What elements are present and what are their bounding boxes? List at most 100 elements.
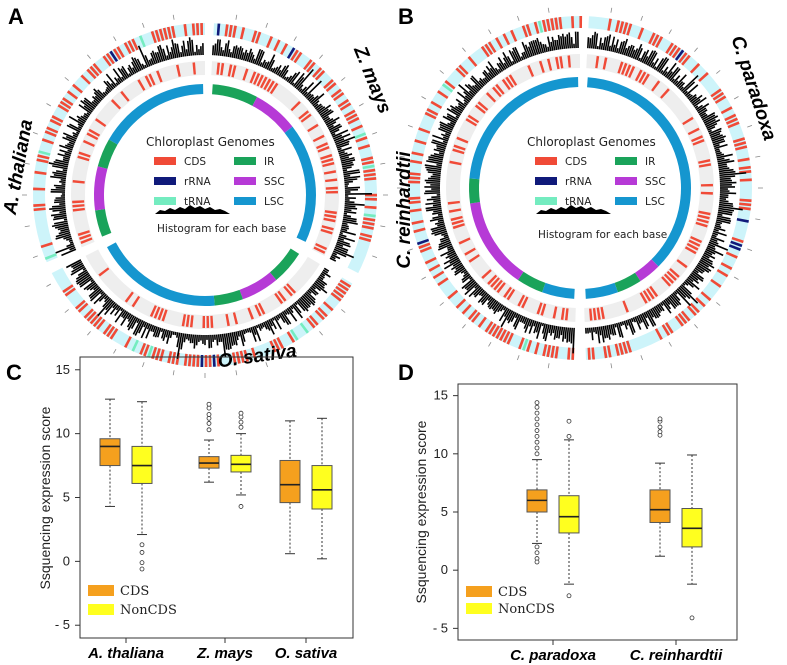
circos-a-legend-swatch-cds (154, 157, 176, 165)
circos-a-axis-tick (341, 309, 346, 313)
circos-a-feature-tick (251, 30, 258, 43)
boxplot-c-outlier (139, 566, 145, 572)
circos-b-feature-tick (447, 289, 459, 300)
circos-b-feature-tick (506, 332, 514, 345)
circos-b-inner-feature (458, 237, 471, 245)
circos-b-feature-tick (419, 246, 432, 253)
circos-b-feature-tick (426, 108, 439, 116)
circos-b-feature-tick (651, 34, 660, 47)
circos-b-inner-feature (624, 64, 632, 77)
circos-a-inner-feature (216, 62, 221, 75)
panel-label-a: A (8, 4, 24, 29)
circos-a-axis-tick (172, 370, 175, 376)
boxplot-c-ytick-label: 15 (56, 362, 70, 377)
circos-a-feature-tick (361, 224, 374, 230)
circos-a-feature-tick (154, 29, 161, 42)
circos-a-axis-tick (265, 362, 268, 368)
circos-a-feature-tick (143, 344, 150, 357)
boxplot-d-outlier (534, 433, 540, 439)
boxplot-c-outlier (238, 410, 244, 416)
circos-a-feature-tick (72, 83, 83, 94)
boxplot-d-outlier (657, 416, 663, 422)
circos-b-feature-tick (591, 347, 595, 360)
circos-b-feature-tick (689, 63, 701, 74)
circos-a-inner-feature (247, 307, 254, 320)
circos-b-feature-tick (480, 45, 490, 58)
circos-b-feature-tick (411, 151, 424, 157)
circos-b-feature-tick (654, 328, 663, 341)
circos-b-inner-feature (589, 308, 593, 321)
circos-b-inner-feature (687, 127, 700, 136)
circos-a-feature-tick (34, 170, 47, 175)
legend-d-cds-swatch (466, 586, 492, 597)
circos-b-feature-tick (408, 172, 421, 176)
circos-b-feature-tick (428, 263, 441, 272)
circos-b-feature-tick (712, 91, 725, 101)
circos-a-region-ssc-4 (239, 272, 277, 300)
circos-b-inner-feature (698, 158, 711, 164)
circos-b-gap-1 (573, 272, 587, 369)
circos-a-inner-feature (157, 308, 165, 321)
circos-a-feature-tick (216, 23, 221, 36)
circos-a-feature-tick (228, 24, 233, 38)
circos-a-feature-tick (363, 217, 376, 222)
circos-a-inner-feature (210, 315, 214, 328)
circos-a-feature-tick (57, 104, 70, 113)
circos-b-axis-tick (439, 70, 444, 74)
circos-b-inner-feature (690, 236, 703, 244)
circos-b-feature-tick (648, 32, 656, 45)
circos-b-inner-feature (698, 163, 712, 168)
legend-c-cds-swatch (88, 585, 114, 596)
circos-a-feature-tick (364, 205, 377, 210)
circos-a-feature-tick (280, 43, 289, 55)
boxplot-d-outlier (566, 418, 572, 424)
circos-b-region-lsc-3 (585, 282, 618, 299)
circos-a-legend-label-trna: tRNA (184, 196, 211, 208)
circos-a-inner-feature (263, 78, 272, 91)
circos-b-feature-tick (525, 23, 532, 37)
circos-b-feature-tick (409, 159, 423, 165)
boxplot-c-ytick-label: 5 (63, 490, 70, 505)
circos-b-feature-tick (714, 95, 727, 104)
circos-a-axis-tick (87, 54, 91, 59)
circos-plot-a (22, 14, 388, 378)
circos-a-inner-feature (124, 291, 134, 303)
circos-b-feature-tick (521, 25, 529, 38)
boxplot-c-ytick-label: - 5 (55, 617, 70, 632)
circos-b-feature-tick (626, 23, 633, 36)
circos-a-inner-feature (232, 312, 239, 325)
circos-b-feature-tick (510, 29, 518, 42)
circos-a-feature-tick (359, 232, 373, 239)
circos-a-feature-tick (59, 100, 72, 110)
circos-b-region-ssc-6 (470, 202, 524, 281)
circos-a-inner-feature (259, 76, 268, 89)
circos-a-inner-feature (156, 70, 163, 83)
circos-a-inner-feature (325, 190, 338, 194)
circos-a-feature-tick (363, 213, 376, 218)
boxplot-c-outlier (206, 401, 212, 407)
circos-a-feature-tick (44, 130, 57, 138)
boxplot-c-xtick-label-1: Z. mays (196, 645, 253, 662)
circos-a-feature-tick (92, 63, 103, 74)
circos-b-feature-tick (739, 198, 752, 203)
circos-b-feature-tick (502, 330, 511, 343)
circos-a-feature-tick (286, 47, 296, 59)
circos-a-inner-feature (286, 283, 297, 294)
circos-b-region-ssc-1 (635, 259, 659, 282)
circos-a-feature-tick (353, 132, 367, 139)
circos-b-feature-tick (731, 236, 744, 244)
boxplot-d-ytick-label: 10 (434, 446, 448, 461)
circos-a-inner-feature (277, 290, 287, 302)
circos-b-feature-tick (730, 240, 743, 248)
circos-b-feature-tick (665, 42, 674, 54)
circos-a-legend-label-lsc: LSC (264, 196, 284, 208)
circos-a-axis-tick (235, 370, 238, 376)
circos-b-feature-tick (698, 72, 709, 82)
circos-a-legend-swatch-rrna (154, 177, 176, 185)
circos-b-feature-tick (522, 338, 529, 351)
circos-b-inner-feature (496, 282, 506, 294)
circos-a-inner-feature (317, 146, 330, 153)
boxplot-d-box-cparadoxa-noncds (558, 418, 580, 599)
circos-a-feature-tick (345, 113, 358, 122)
circos-a-gap-2 (39, 228, 130, 277)
